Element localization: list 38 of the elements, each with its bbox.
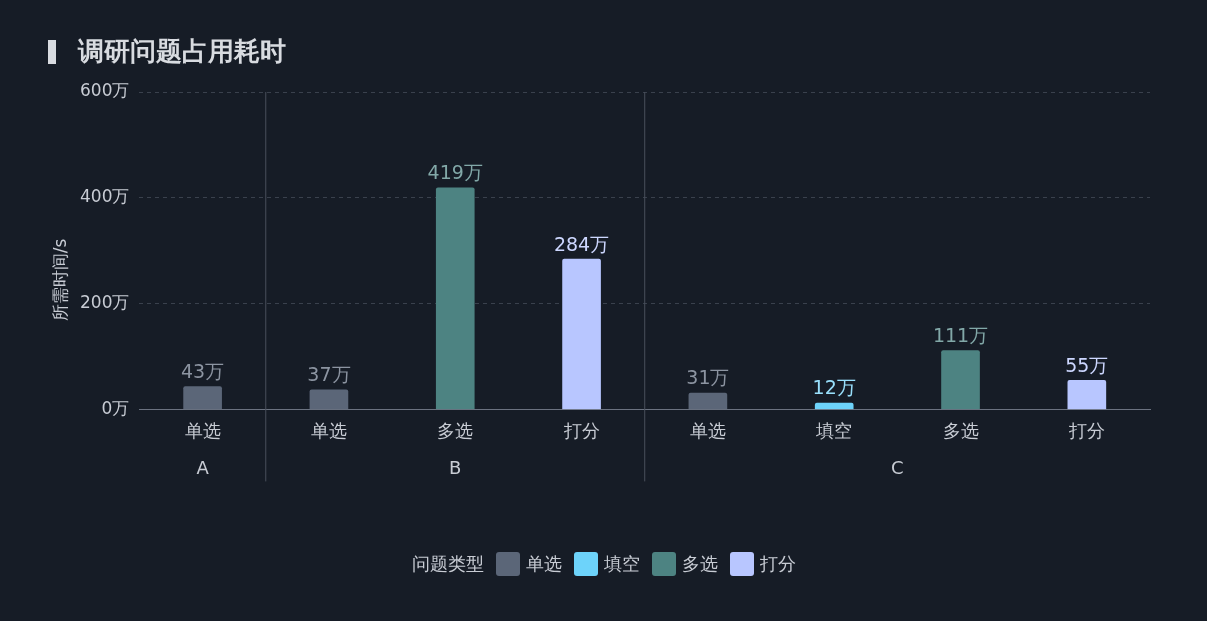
chart-title: 调研问题占用耗时	[78, 35, 286, 68]
x-tick-label: 多选	[437, 419, 474, 441]
x-tick-label: 打分	[1067, 419, 1105, 441]
bar	[814, 402, 854, 410]
bar	[1067, 379, 1107, 410]
legend-label: 单选	[525, 552, 562, 576]
bar	[435, 187, 475, 410]
x-tick-label: 单选	[689, 419, 726, 441]
x-tick-label: 多选	[942, 419, 979, 441]
y-tick-label: 600万	[79, 80, 130, 101]
bar	[309, 389, 349, 410]
bar	[688, 392, 728, 410]
data-label: 419万	[427, 161, 483, 184]
data-label: 31万	[686, 366, 730, 389]
data-label: 37万	[307, 363, 351, 386]
x-tick-label: 单选	[310, 419, 347, 441]
data-label: 43万	[181, 360, 225, 383]
x-tick-label: 打分	[562, 419, 600, 441]
text: B	[449, 457, 462, 479]
data-label: 55万	[1065, 353, 1109, 376]
legend-label: 多选	[681, 552, 718, 576]
x-tick-label: 填空	[815, 419, 853, 441]
y-tick-label: 400万	[79, 186, 130, 207]
data-label: 111万	[932, 324, 989, 347]
bar	[941, 350, 980, 410]
legend-label: 填空	[603, 552, 640, 576]
text: C	[891, 457, 904, 479]
legend-label: 打分	[759, 552, 796, 576]
text: A	[196, 457, 210, 479]
y-tick-label: 200万	[79, 292, 130, 313]
y-tick-label: 0万	[101, 397, 130, 418]
bar	[562, 258, 601, 410]
y-axis-title: 所需时间/s	[48, 238, 71, 322]
bar	[183, 386, 222, 410]
legend-title: 问题类型	[411, 552, 484, 576]
data-label: 284万	[553, 232, 610, 255]
x-tick-label: 单选	[184, 419, 221, 441]
data-label: 12万	[812, 376, 856, 399]
